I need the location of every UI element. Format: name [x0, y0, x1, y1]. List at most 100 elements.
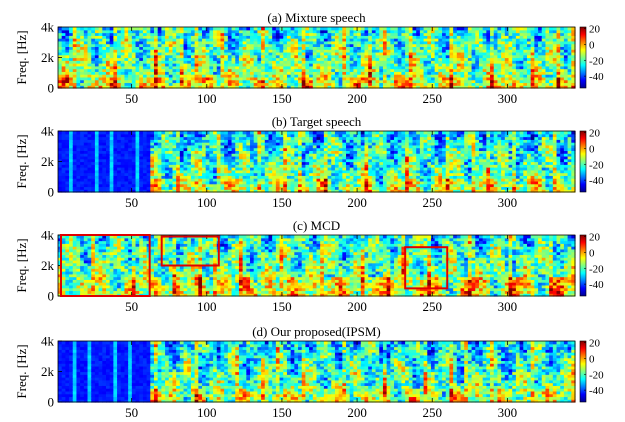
heatmap-cell — [286, 161, 292, 165]
heatmap-cell — [179, 147, 185, 152]
heatmap-cell — [346, 43, 351, 48]
heatmap-cell — [430, 29, 436, 34]
heatmap-cell — [65, 38, 70, 42]
heatmap-cell — [150, 139, 155, 143]
heatmap-cell — [220, 186, 225, 190]
heatmap-cell — [519, 49, 524, 53]
heatmap-cell — [419, 40, 425, 45]
heatmap-cell — [375, 71, 380, 75]
heatmap-cell — [58, 164, 63, 168]
heatmap-cell — [124, 51, 129, 56]
heatmap-cell — [434, 60, 439, 64]
heatmap-cell — [523, 43, 528, 48]
heatmap-cell — [567, 29, 572, 34]
heatmap-cell — [257, 51, 262, 56]
heatmap-cell — [427, 74, 432, 78]
heatmap-cell — [224, 76, 229, 81]
heatmap-cell — [224, 32, 229, 36]
heatmap-cell — [224, 167, 229, 171]
heatmap-cell — [168, 40, 174, 45]
heatmap-cell — [478, 60, 484, 64]
heatmap-cell — [253, 27, 259, 31]
heatmap-cell — [69, 40, 74, 45]
heatmap-cell — [563, 68, 569, 72]
heatmap-cell — [349, 164, 355, 168]
heatmap-cell — [360, 164, 366, 168]
heatmap-cell — [327, 167, 332, 171]
heatmap-cell — [386, 43, 391, 48]
heatmap-cell — [442, 74, 447, 78]
heatmap-cell — [464, 46, 469, 50]
heatmap-cell — [87, 144, 92, 149]
heatmap-cell — [467, 74, 473, 78]
heatmap-cell — [128, 82, 133, 86]
heatmap-cell — [91, 85, 96, 89]
heatmap-cell — [290, 60, 295, 64]
heatmap-cell — [161, 189, 166, 193]
heatmap-cell — [320, 136, 325, 140]
heatmap-cell — [190, 85, 196, 89]
heatmap-cell — [290, 85, 295, 89]
heatmap-cell — [512, 79, 517, 84]
heatmap-cell — [117, 150, 122, 154]
heatmap-cell — [224, 40, 229, 45]
heatmap-cell — [238, 43, 244, 48]
heatmap-cell — [346, 167, 351, 171]
heatmap-cell — [294, 27, 299, 31]
heatmap-cell — [342, 29, 347, 34]
heatmap-cell — [556, 51, 561, 56]
heatmap-cell — [142, 161, 148, 165]
heatmap-cell — [349, 49, 355, 53]
heatmap-cell — [202, 169, 207, 174]
heatmap-cell — [294, 51, 299, 56]
heatmap-cell — [120, 51, 126, 56]
heatmap-cell — [58, 139, 63, 143]
heatmap-cell — [405, 35, 410, 39]
heatmap-cell — [283, 40, 288, 45]
heatmap-cell — [246, 161, 251, 165]
heatmap-cell — [242, 142, 247, 146]
heatmap-cell — [312, 158, 318, 163]
heatmap-cell — [320, 183, 325, 188]
heatmap-cell — [279, 147, 284, 152]
heatmap-cell — [142, 63, 148, 67]
heatmap-cell — [320, 29, 325, 34]
heatmap-cell — [493, 54, 499, 59]
heatmap-cell — [275, 183, 281, 188]
heatmap-cell — [128, 172, 133, 176]
heatmap-cell — [360, 57, 366, 61]
heatmap-cell — [364, 43, 369, 48]
heatmap-cell — [305, 27, 310, 31]
heatmap-cell — [279, 153, 284, 157]
heatmap-cell — [530, 54, 535, 59]
heatmap-cell — [456, 40, 462, 45]
heatmap-cell — [272, 32, 277, 36]
heatmap-cell — [357, 136, 362, 140]
heatmap-cell — [360, 150, 366, 154]
heatmap-cell — [353, 172, 358, 176]
heatmap-cell — [120, 169, 126, 174]
heatmap-cell — [264, 51, 270, 56]
heatmap-cell — [342, 161, 347, 165]
heatmap-cell — [183, 46, 188, 50]
heatmap-cell — [298, 38, 303, 42]
heatmap-cell — [94, 155, 100, 160]
heatmap-cell — [453, 57, 458, 61]
heatmap-cell — [87, 139, 92, 143]
heatmap-cell — [382, 51, 388, 56]
heatmap-cell — [408, 82, 414, 86]
heatmap-cell — [290, 38, 295, 42]
heatmap-cell — [368, 40, 373, 45]
heatmap-cell — [394, 74, 399, 78]
heatmap-cell — [349, 144, 355, 149]
heatmap-cell — [194, 147, 199, 152]
heatmap-cell — [142, 51, 148, 56]
heatmap-cell — [382, 46, 388, 50]
heatmap-cell — [235, 63, 240, 67]
heatmap-cell — [515, 35, 521, 39]
heatmap-cell — [83, 74, 89, 78]
heatmap-cell — [94, 180, 100, 185]
heatmap-cell — [168, 167, 174, 171]
heatmap-cell — [386, 29, 391, 34]
heatmap-cell — [106, 139, 111, 143]
